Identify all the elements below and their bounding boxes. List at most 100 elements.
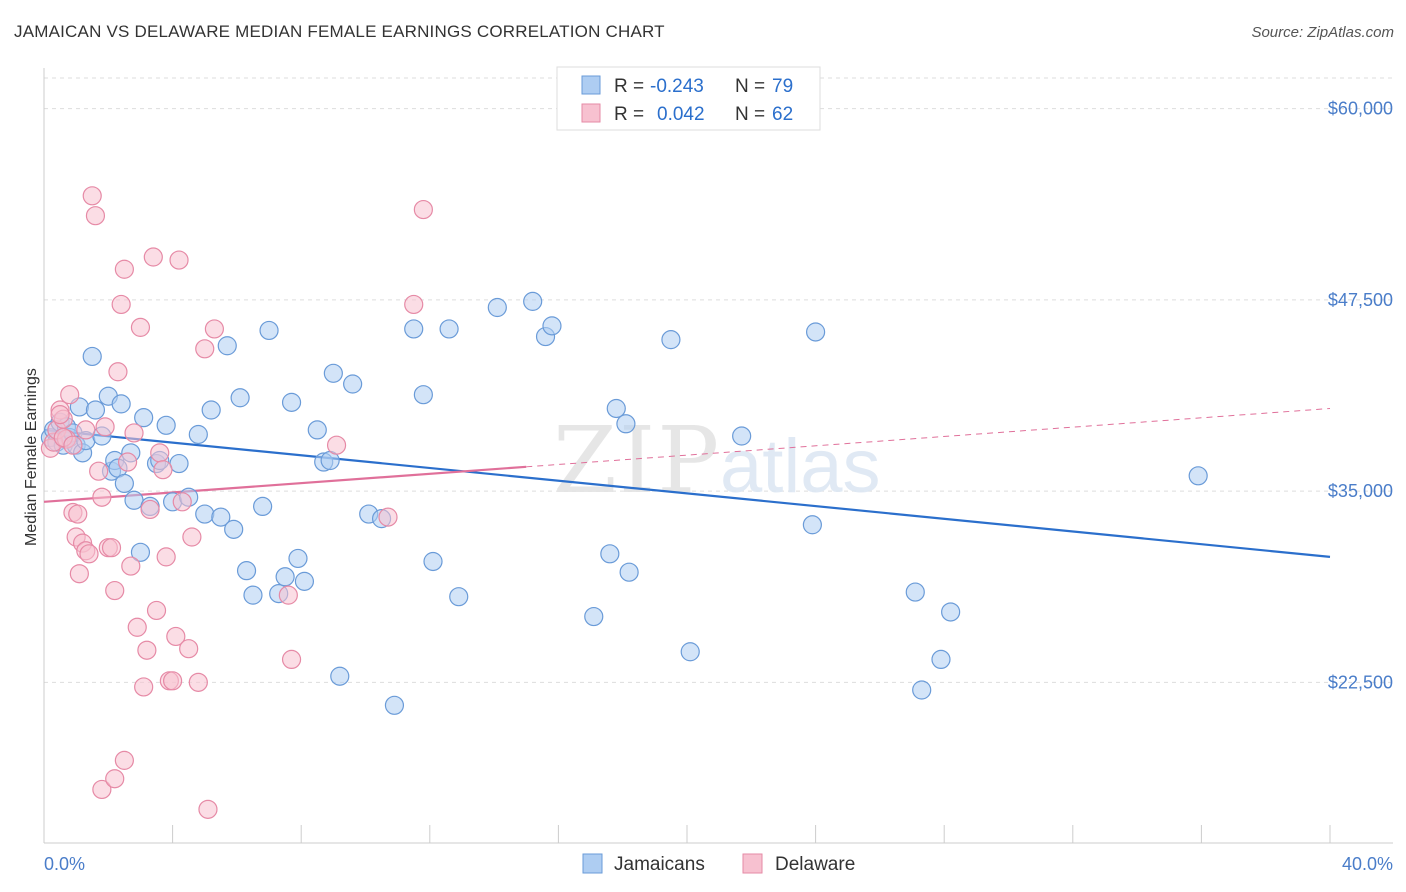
data-point (82, 346, 102, 367)
data-point (134, 677, 154, 697)
stats-n-value: 62 (772, 104, 793, 125)
x-tick-label-max: 40.0% (1342, 854, 1393, 874)
data-point (619, 562, 639, 582)
data-point (101, 538, 122, 558)
legend-swatch-jamaicans (582, 853, 603, 874)
data-point (163, 671, 183, 691)
data-point (423, 551, 443, 572)
stats-r-value: -0.243 (650, 76, 704, 97)
data-point (195, 504, 215, 524)
data-point (288, 548, 308, 569)
data-point (92, 487, 112, 507)
stats-legend-frame (556, 66, 821, 131)
data-point (378, 507, 398, 527)
data-point (600, 544, 620, 564)
x-tick-labels: 0.0% 40.0% (44, 854, 1393, 874)
legend-item-delaware[interactable]: Delaware (742, 853, 855, 875)
data-point (182, 527, 202, 547)
data-point (805, 322, 826, 342)
data-point (69, 564, 89, 584)
data-point (802, 515, 822, 535)
data-point (941, 602, 961, 622)
data-point (439, 319, 459, 339)
trend-line-delaware (43, 465, 527, 503)
trend-lines (43, 407, 1331, 558)
legend-label-delaware: Delaware (775, 854, 855, 875)
stats-row-delaware: R = 0.042 N = 62 (581, 103, 793, 125)
data-point (616, 414, 636, 434)
data-point (384, 695, 405, 715)
watermark: ZIP atlas (553, 407, 881, 514)
data-point (130, 542, 151, 562)
data-point (114, 259, 134, 279)
data-point (60, 385, 80, 405)
stats-n-value: 79 (772, 76, 793, 97)
data-point (404, 294, 424, 315)
source-credit: Source: ZipAtlas.com (1251, 24, 1394, 41)
legend-item-jamaicans[interactable]: Jamaicans (582, 853, 705, 875)
data-point (50, 405, 70, 425)
data-point (143, 247, 163, 267)
data-point (114, 750, 134, 770)
data-point (85, 400, 106, 420)
data-point (172, 492, 192, 512)
data-point (204, 319, 224, 339)
data-point (905, 582, 925, 602)
data-point (114, 473, 134, 494)
stats-n-label: N = (735, 104, 765, 125)
data-point (156, 547, 176, 567)
data-point (307, 420, 327, 440)
data-point (224, 519, 244, 539)
data-point (108, 362, 128, 382)
data-points (40, 186, 1208, 819)
trend-line-jamaicans (43, 428, 1331, 558)
data-point (179, 639, 199, 659)
data-point (198, 799, 218, 819)
y-tick-labels: $22,500 $35,000 $47,500 $60,000 (1328, 99, 1393, 693)
data-point (487, 297, 507, 318)
data-point (201, 400, 221, 420)
stats-r-label: R = (614, 76, 644, 97)
y-tick-label: $35,000 (1328, 481, 1393, 501)
data-point (217, 336, 237, 356)
data-point (680, 642, 700, 662)
stats-swatch-delaware (581, 103, 601, 123)
data-point (931, 649, 951, 670)
data-point (166, 626, 186, 647)
data-point (281, 649, 302, 670)
data-point (661, 330, 681, 350)
data-point (449, 587, 469, 607)
data-point (89, 461, 109, 481)
data-point (912, 680, 932, 700)
data-point (95, 417, 115, 437)
data-point (146, 600, 167, 621)
data-point (169, 250, 189, 270)
data-point (153, 460, 173, 480)
legend-label-jamaicans: Jamaicans (614, 854, 705, 875)
data-point (413, 385, 433, 405)
y-axis-label: Median Female Earnings (23, 368, 40, 546)
data-point (79, 544, 99, 564)
data-point (140, 499, 160, 520)
data-point (732, 426, 752, 446)
data-point (156, 415, 176, 435)
data-point (111, 294, 131, 315)
data-point (195, 339, 215, 359)
data-point (281, 392, 302, 412)
data-point (523, 291, 543, 311)
data-point (82, 186, 102, 206)
data-point (85, 206, 106, 226)
chart-title: JAMAICAN VS DELAWARE MEDIAN FEMALE EARNI… (14, 22, 665, 41)
data-point (253, 496, 273, 516)
data-point (343, 374, 363, 394)
data-point (330, 666, 350, 686)
data-point (236, 561, 257, 581)
data-point (150, 443, 170, 463)
data-point (542, 316, 562, 336)
watermark-zip: ZIP (553, 407, 721, 514)
data-point (188, 424, 208, 445)
data-point (127, 617, 147, 637)
trend-line-extension-delaware (526, 407, 1331, 468)
data-point (323, 363, 343, 383)
